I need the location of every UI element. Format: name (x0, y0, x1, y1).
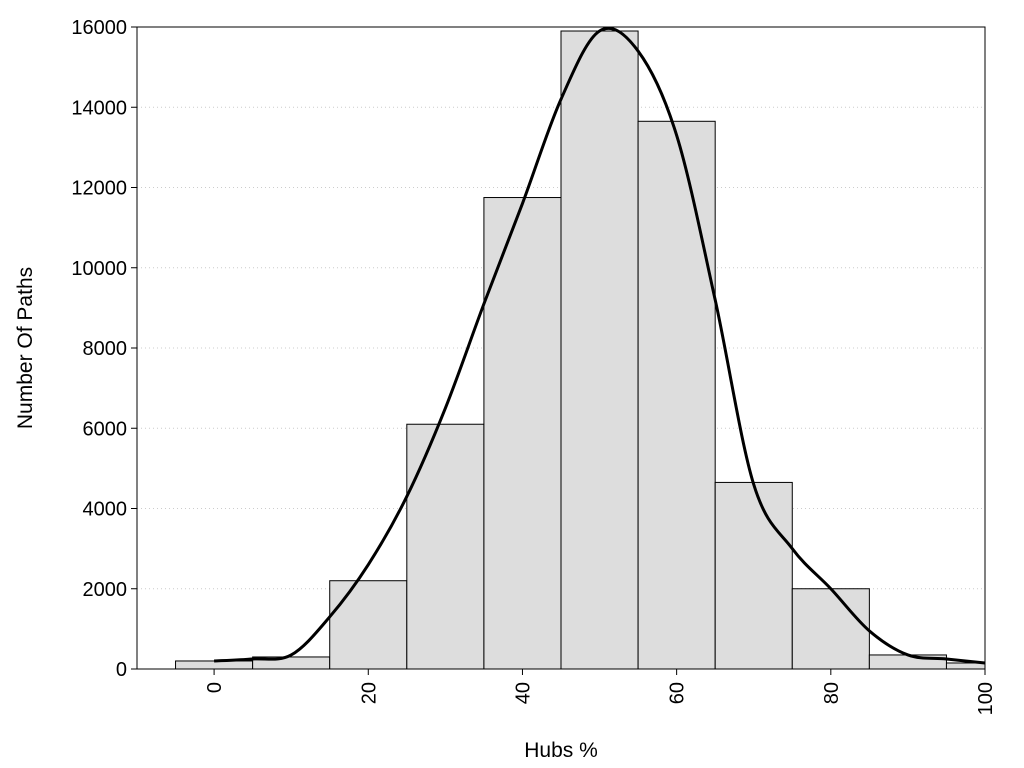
y-tick-label: 12000 (71, 178, 127, 200)
histogram-bars (175, 30, 986, 670)
histogram-bar (483, 197, 562, 670)
histogram-bar (637, 120, 716, 670)
y-tick-label: 14000 (71, 97, 127, 119)
x-tick-label: 100 (975, 682, 997, 715)
histogram-bar (714, 481, 793, 670)
x-tick-label: 40 (512, 682, 534, 704)
histogram-bar (175, 660, 254, 670)
density-curve-layer (214, 26, 986, 665)
x-tick-label: 60 (667, 682, 689, 704)
histogram-bar (560, 30, 639, 670)
y-tick-label: 2000 (83, 579, 128, 601)
histogram-bar (406, 423, 485, 670)
x-axis-ticks: 0 20 40 60 80 100 (204, 669, 997, 715)
density-curve (214, 26, 986, 665)
y-tick-label: 10000 (71, 258, 127, 280)
x-tick-label: 80 (821, 682, 843, 704)
histogram-bar (791, 588, 870, 670)
x-tick-label: 20 (358, 682, 380, 704)
y-tick-label: 4000 (83, 499, 128, 521)
y-tick-label: 0 (116, 659, 127, 681)
histogram-bar (329, 580, 408, 670)
y-tick-label: 8000 (83, 338, 128, 360)
y-axis-label: Number Of Paths (14, 267, 37, 429)
x-tick-label: 0 (204, 682, 226, 693)
y-tick-label: 16000 (71, 17, 127, 39)
y-axis-ticks: 0 2000 4000 6000 8000 10000 12000 14000 16000 (71, 17, 137, 681)
x-axis-label: Hubs % (524, 739, 598, 762)
y-tick-label: 6000 (83, 418, 128, 440)
